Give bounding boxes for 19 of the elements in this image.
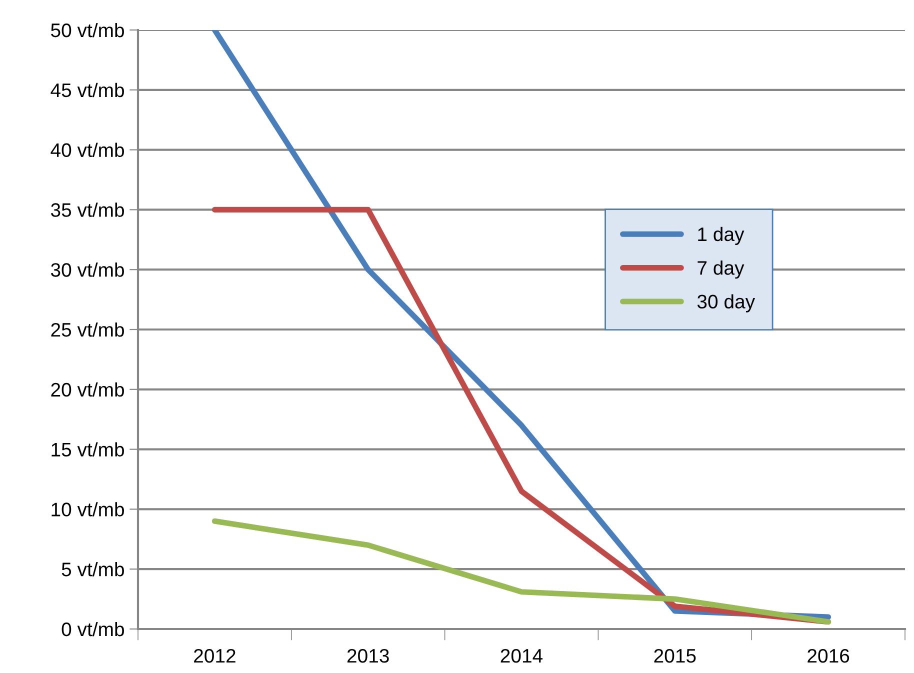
legend-label: 30 day (697, 294, 756, 312)
x-tick-label: 2015 (654, 648, 696, 663)
x-tick-label: 2013 (347, 648, 389, 663)
y-tick-label: 35 vt/mb (50, 202, 124, 217)
y-tick-label: 10 vt/mb (52, 502, 124, 516)
x-tick-label: 2016 (808, 648, 850, 663)
y-tick-label: 40 vt/mb (50, 142, 124, 158)
y-tick-label: 45 vt/mb (50, 82, 124, 98)
y-tick-label: 25 vt/mb (51, 322, 124, 337)
y-tick-label: 5 vt/mb (62, 562, 124, 576)
y-tick-label: 30 vt/mb (50, 262, 124, 277)
x-tick-label: 2012 (194, 648, 236, 663)
y-tick-label: 15 vt/mb (52, 442, 124, 457)
y-tick-label: 20 vt/mb (51, 382, 124, 397)
y-tick-label: 50 vt/mb (51, 22, 124, 38)
legend-label: 1 day (698, 226, 744, 245)
legend-label: 7 day (698, 260, 744, 279)
x-tick-label: 2014 (500, 648, 543, 663)
y-tick-label: 0 vt/mb (62, 622, 124, 636)
